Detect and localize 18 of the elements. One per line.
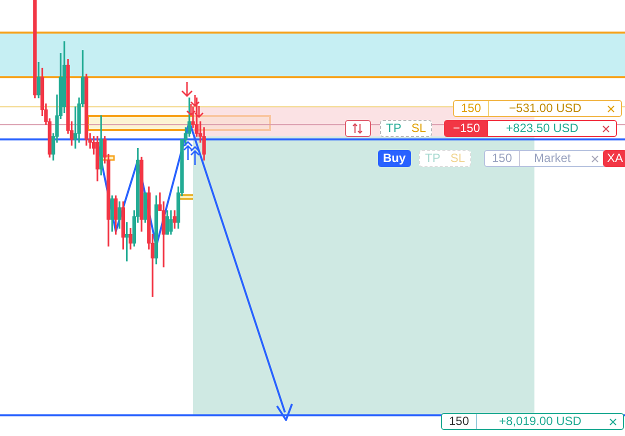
order-label: 150 Market	[484, 150, 606, 167]
order-label: TP SL	[419, 150, 472, 167]
annotation: SL	[410, 121, 428, 136]
annotation: TP	[424, 151, 442, 166]
annotation: 150	[454, 101, 490, 116]
order-label: TP SL	[380, 120, 432, 137]
order-label: 150 −531.00 USD	[453, 100, 622, 117]
order-label: −150 +823.50 USD	[444, 120, 618, 137]
order-label: XA	[603, 150, 625, 167]
order-label: Buy	[378, 150, 411, 167]
annotation: −150	[445, 121, 488, 136]
annotation: 150	[485, 151, 520, 166]
order-label: 150 +8,019.00 USD	[441, 413, 624, 430]
annotation: TP	[385, 121, 402, 136]
annotation: +823.50 USD	[505, 121, 580, 136]
annotation: −531.00 USD	[508, 101, 582, 116]
annotation: SL	[449, 151, 466, 166]
annotation: Market	[533, 151, 572, 166]
